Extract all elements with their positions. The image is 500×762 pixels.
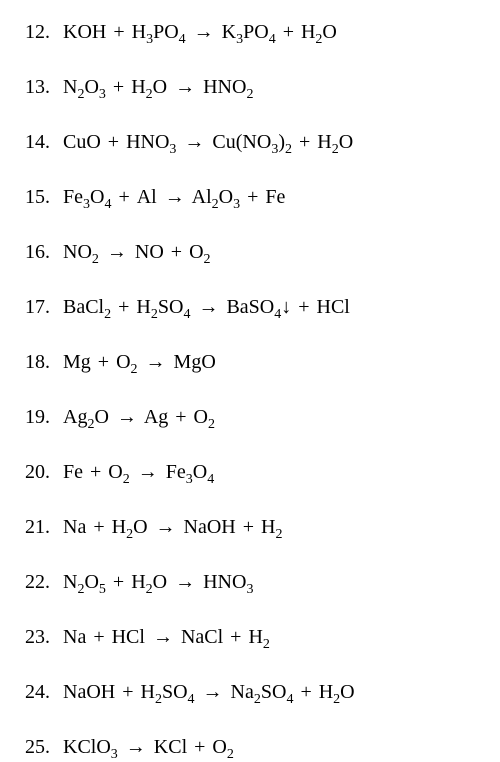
equation-row: 21.Na + H2O → NaOH + H2 (25, 515, 475, 539)
equation-row: 24.NaOH + H2SO4 → Na2SO4 + H2O (25, 680, 475, 704)
equation-row: 14.CuO + HNO3 → Cu(NO3)2 + H2O (25, 130, 475, 154)
equation-number: 21. (25, 515, 63, 539)
equation-number: 22. (25, 570, 63, 594)
equation-body: Na + HCl → NaCl + H2 (63, 625, 270, 649)
equation-row: 23.Na + HCl → NaCl + H2 (25, 625, 475, 649)
equation-body: Ag2O → Ag + O2 (63, 405, 215, 429)
equation-body: KOH + H3PO4 → K3PO4 + H2O (63, 20, 337, 44)
equation-row: 16.NO2 → NO + O2 (25, 240, 475, 264)
equation-body: Fe3O4 + Al → Al2O3 + Fe (63, 185, 285, 209)
equation-body: Mg + O2 → MgO (63, 350, 216, 374)
equation-body: KClO3 → KCl + O2 (63, 735, 234, 759)
equation-body: NaOH + H2SO4 → Na2SO4 + H2O (63, 680, 355, 704)
equation-row: 12.KOH + H3PO4 → K3PO4 + H2O (25, 20, 475, 44)
equation-number: 17. (25, 295, 63, 319)
equation-row: 25.KClO3 → KCl + O2 (25, 735, 475, 759)
equation-body: N2O3 + H2O → HNO2 (63, 75, 253, 99)
equation-number: 25. (25, 735, 63, 759)
equation-row: 18.Mg + O2 → MgO (25, 350, 475, 374)
equation-body: N2O5 + H2O → HNO3 (63, 570, 253, 594)
equation-body: CuO + HNO3 → Cu(NO3)2 + H2O (63, 130, 353, 154)
equation-number: 18. (25, 350, 63, 374)
equation-row: 17.BaCl2 + H2SO4 → BaSO4↓ + HCl (25, 295, 475, 319)
equation-number: 14. (25, 130, 63, 154)
equation-list: 12.KOH + H3PO4 → K3PO4 + H2O 13.N2O3 + H2… (25, 20, 475, 759)
equation-number: 12. (25, 20, 63, 44)
equation-number: 15. (25, 185, 63, 209)
equation-number: 19. (25, 405, 63, 429)
equation-number: 13. (25, 75, 63, 99)
equation-row: 19.Ag2O → Ag + O2 (25, 405, 475, 429)
equation-number: 20. (25, 460, 63, 484)
equation-number: 23. (25, 625, 63, 649)
equation-row: 13.N2O3 + H2O → HNO2 (25, 75, 475, 99)
equation-row: 15.Fe3O4 + Al → Al2O3 + Fe (25, 185, 475, 209)
equation-row: 22.N2O5 + H2O → HNO3 (25, 570, 475, 594)
equation-number: 16. (25, 240, 63, 264)
equation-body: Na + H2O → NaOH + H2 (63, 515, 282, 539)
equation-number: 24. (25, 680, 63, 704)
equation-body: NO2 → NO + O2 (63, 240, 211, 264)
equation-body: Fe + O2 → Fe3O4 (63, 460, 214, 484)
equation-row: 20.Fe + O2 → Fe3O4 (25, 460, 475, 484)
equation-body: BaCl2 + H2SO4 → BaSO4↓ + HCl (63, 295, 350, 319)
